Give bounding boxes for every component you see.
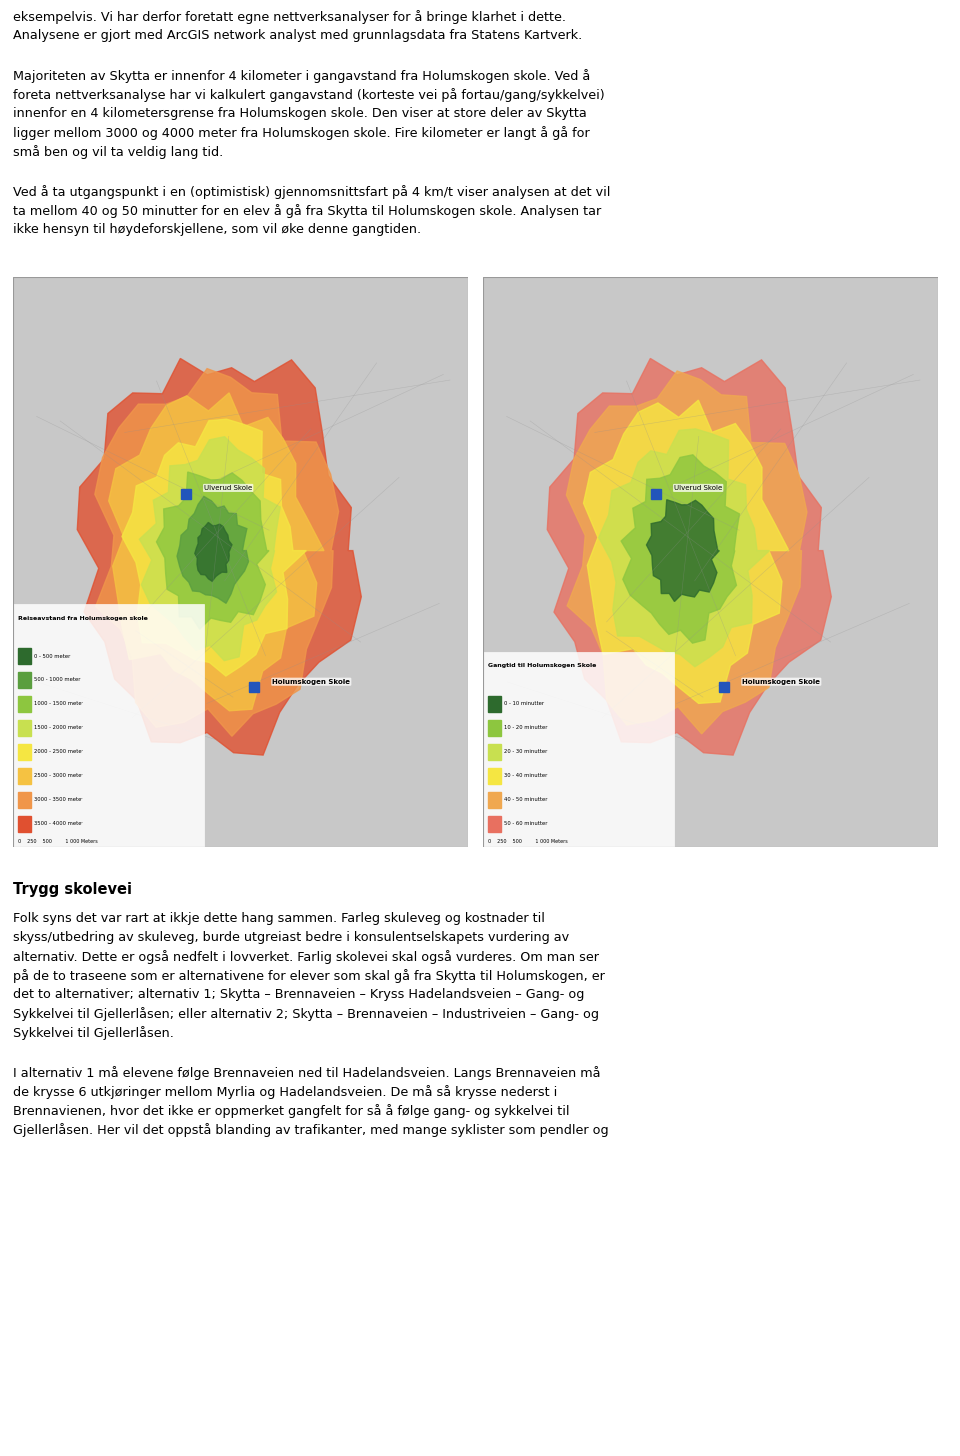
Bar	[488, 696, 501, 712]
Polygon shape	[156, 472, 269, 629]
Text: 3000 - 3500 meteʳ: 3000 - 3500 meteʳ	[35, 798, 84, 802]
Text: 30 - 40 minutter: 30 - 40 minutter	[504, 773, 548, 779]
Text: Sykkelvei til Gjellerlåsen; eller alternativ 2; Skytta – Brennaveien – Industriv: Sykkelvei til Gjellerlåsen; eller altern…	[12, 1008, 599, 1021]
Text: Trygg skolevei: Trygg skolevei	[12, 882, 132, 897]
Text: skyss/utbedring av skuleveg, burde utgreiast bedre i konsulentselskapets vurderi: skyss/utbedring av skuleveg, burde utgre…	[12, 932, 569, 945]
Bar	[17, 767, 31, 783]
Text: alternativ. Dette er også nedfelt i lovverket. Farlig skolevei skal også vurdere: alternativ. Dette er også nedfelt i lovv…	[12, 951, 599, 964]
Bar	[488, 744, 501, 760]
Text: Ulverud Skole: Ulverud Skole	[674, 485, 722, 491]
Text: Brennavienen, hvor det ikke er oppmerket gangfelt for så å følge gang- og sykkel: Brennavienen, hvor det ikke er oppmerket…	[12, 1105, 569, 1118]
Bar	[17, 719, 31, 735]
Text: Holumskogen Skole: Holumskogen Skole	[273, 678, 350, 684]
Text: eksempelvis. Vi har derfor foretatt egne nettverksanalyser for å bringe klarhet : eksempelvis. Vi har derfor foretatt egne…	[12, 10, 566, 23]
Text: 2500 - 3000 meteʳ: 2500 - 3000 meteʳ	[35, 773, 84, 779]
Text: Sykkelvei til Gjellerlåsen.: Sykkelvei til Gjellerlåsen.	[12, 1026, 174, 1041]
Text: Majoriteten av Skytta er innenfor 4 kilometer i gangavstand fra Holumskogen skol: Majoriteten av Skytta er innenfor 4 kilo…	[12, 68, 590, 83]
Text: foreta nettverksanalyse har vi kalkulert gangavstand (korteste vei på fortau/gan: foreta nettverksanalyse har vi kalkulert…	[12, 87, 605, 102]
Text: 2000 - 2500 meteʳ: 2000 - 2500 meteʳ	[35, 750, 84, 754]
Text: ligger mellom 3000 og 4000 meter fra Holumskogen skole. Fire kilometer er langt : ligger mellom 3000 og 4000 meter fra Hol…	[12, 127, 589, 140]
Polygon shape	[77, 358, 361, 756]
Text: 0    250    500         1 000 Meters: 0 250 500 1 000 Meters	[17, 839, 97, 844]
Polygon shape	[95, 368, 339, 737]
Bar	[17, 648, 31, 664]
Text: Reiseavstand fra Holumskogen skole: Reiseavstand fra Holumskogen skole	[17, 616, 148, 620]
Text: ikke hensyn til høydeforskjellene, som vil øke denne gangtiden.: ikke hensyn til høydeforskjellene, som v…	[12, 223, 421, 236]
Polygon shape	[177, 496, 249, 603]
Bar	[488, 767, 501, 783]
Bar	[17, 744, 31, 760]
Polygon shape	[122, 419, 306, 676]
Bar	[488, 719, 501, 735]
Text: 40 - 50 minutter: 40 - 50 minutter	[504, 798, 548, 802]
Text: 10 - 20 minutter: 10 - 20 minutter	[504, 725, 548, 731]
Text: Folk syns det var rart at ikkje dette hang sammen. Farleg skuleveg og kostnader : Folk syns det var rart at ikkje dette ha…	[12, 913, 545, 926]
Polygon shape	[584, 400, 789, 703]
Text: 0    250    500         1 000 Meters: 0 250 500 1 000 Meters	[488, 839, 567, 844]
Polygon shape	[108, 393, 324, 711]
Text: det to alternativer; alternativ 1; Skytta – Brennaveien – Kryss Hadelandsveien –: det to alternativer; alternativ 1; Skytt…	[12, 989, 585, 1002]
Text: på de to traseene som er alternativene for elever som skal gå fra Skytta til Hol: på de to traseene som er alternativene f…	[12, 970, 605, 983]
Bar	[17, 815, 31, 831]
Text: Holumskogen Skole: Holumskogen Skole	[742, 678, 820, 684]
Text: 0 - 500 meter: 0 - 500 meter	[35, 654, 71, 658]
Bar	[488, 815, 501, 831]
Text: 0 - 10 minutter: 0 - 10 minutter	[504, 702, 544, 706]
Bar	[483, 652, 674, 847]
Polygon shape	[547, 358, 831, 756]
Bar	[488, 792, 501, 808]
Bar	[12, 604, 204, 847]
Text: I alternativ 1 må elevene følge Brennaveien ned til Hadelandsveien. Langs Brenna: I alternativ 1 må elevene følge Brennave…	[12, 1066, 600, 1080]
Polygon shape	[566, 371, 807, 734]
Bar	[17, 673, 31, 689]
Text: innenfor en 4 kilometersgrense fra Holumskogen skole. Den viser at store deler a: innenfor en 4 kilometersgrense fra Holum…	[12, 106, 587, 119]
Text: 500 - 1000 meter: 500 - 1000 meter	[35, 677, 81, 683]
Text: Ved å ta utgangspunkt i en (optimistisk) gjennomsnittsfart på 4 km/t viser analy: Ved å ta utgangspunkt i en (optimistisk)…	[12, 185, 611, 199]
Polygon shape	[621, 454, 739, 644]
Text: ta mellom 40 og 50 minutter for en elev å gå fra Skytta til Holumskogen skole. A: ta mellom 40 og 50 minutter for en elev …	[12, 204, 601, 218]
Text: Gjellerlåsen. Her vil det oppstå blanding av trafikanter, med mange syklister so: Gjellerlåsen. Her vil det oppstå blandin…	[12, 1124, 609, 1137]
Text: 1500 - 2000 meteʳ: 1500 - 2000 meteʳ	[35, 725, 84, 731]
Text: de krysse 6 utkjøringer mellom Myrlia og Hadelandsveien. De må så krysse nederst: de krysse 6 utkjøringer mellom Myrlia og…	[12, 1085, 557, 1099]
Text: Analysene er gjort med ArcGIS network analyst med grunnlagsdata fra Statens Kart: Analysene er gjort med ArcGIS network an…	[12, 29, 582, 42]
Text: små ben og vil ta veldig lang tid.: små ben og vil ta veldig lang tid.	[12, 146, 224, 159]
Text: 3500 - 4000 meteʳ: 3500 - 4000 meteʳ	[35, 821, 84, 826]
Text: 1000 - 1500 meteʳ: 1000 - 1500 meteʳ	[35, 702, 84, 706]
Bar	[17, 696, 31, 712]
Text: Gangtid til Holumskogen Skole: Gangtid til Holumskogen Skole	[488, 664, 596, 668]
Text: 50 - 60 minutter: 50 - 60 minutter	[504, 821, 548, 826]
Polygon shape	[646, 499, 719, 601]
Bar	[17, 792, 31, 808]
Text: 20 - 30 minutter: 20 - 30 minutter	[504, 750, 548, 754]
Polygon shape	[599, 430, 770, 667]
Polygon shape	[139, 437, 280, 661]
Polygon shape	[195, 523, 232, 581]
Text: Ulverud Skole: Ulverud Skole	[204, 485, 252, 491]
